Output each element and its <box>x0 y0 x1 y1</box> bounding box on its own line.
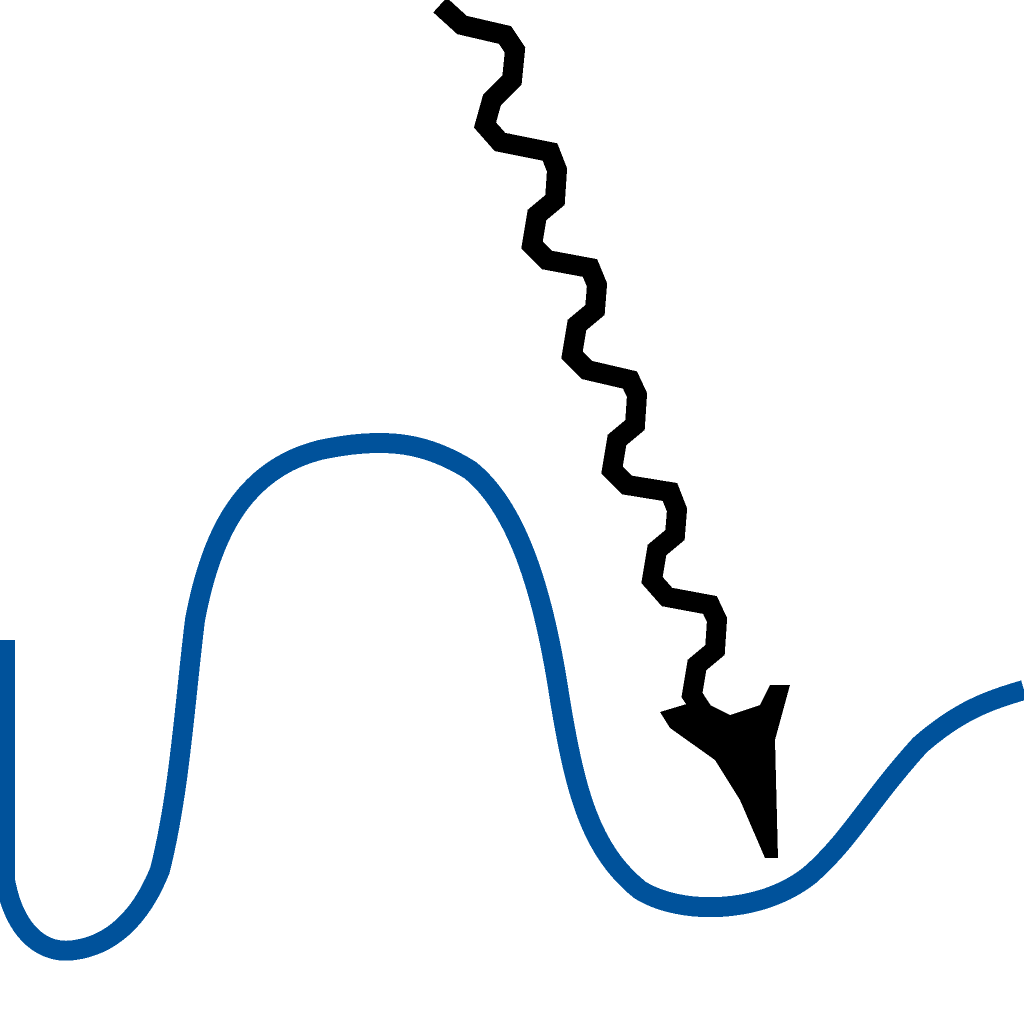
wavy-arrow-shaft <box>433 0 728 721</box>
wavy-arrow-head <box>660 685 790 858</box>
blue-wave-curve <box>0 432 1024 961</box>
